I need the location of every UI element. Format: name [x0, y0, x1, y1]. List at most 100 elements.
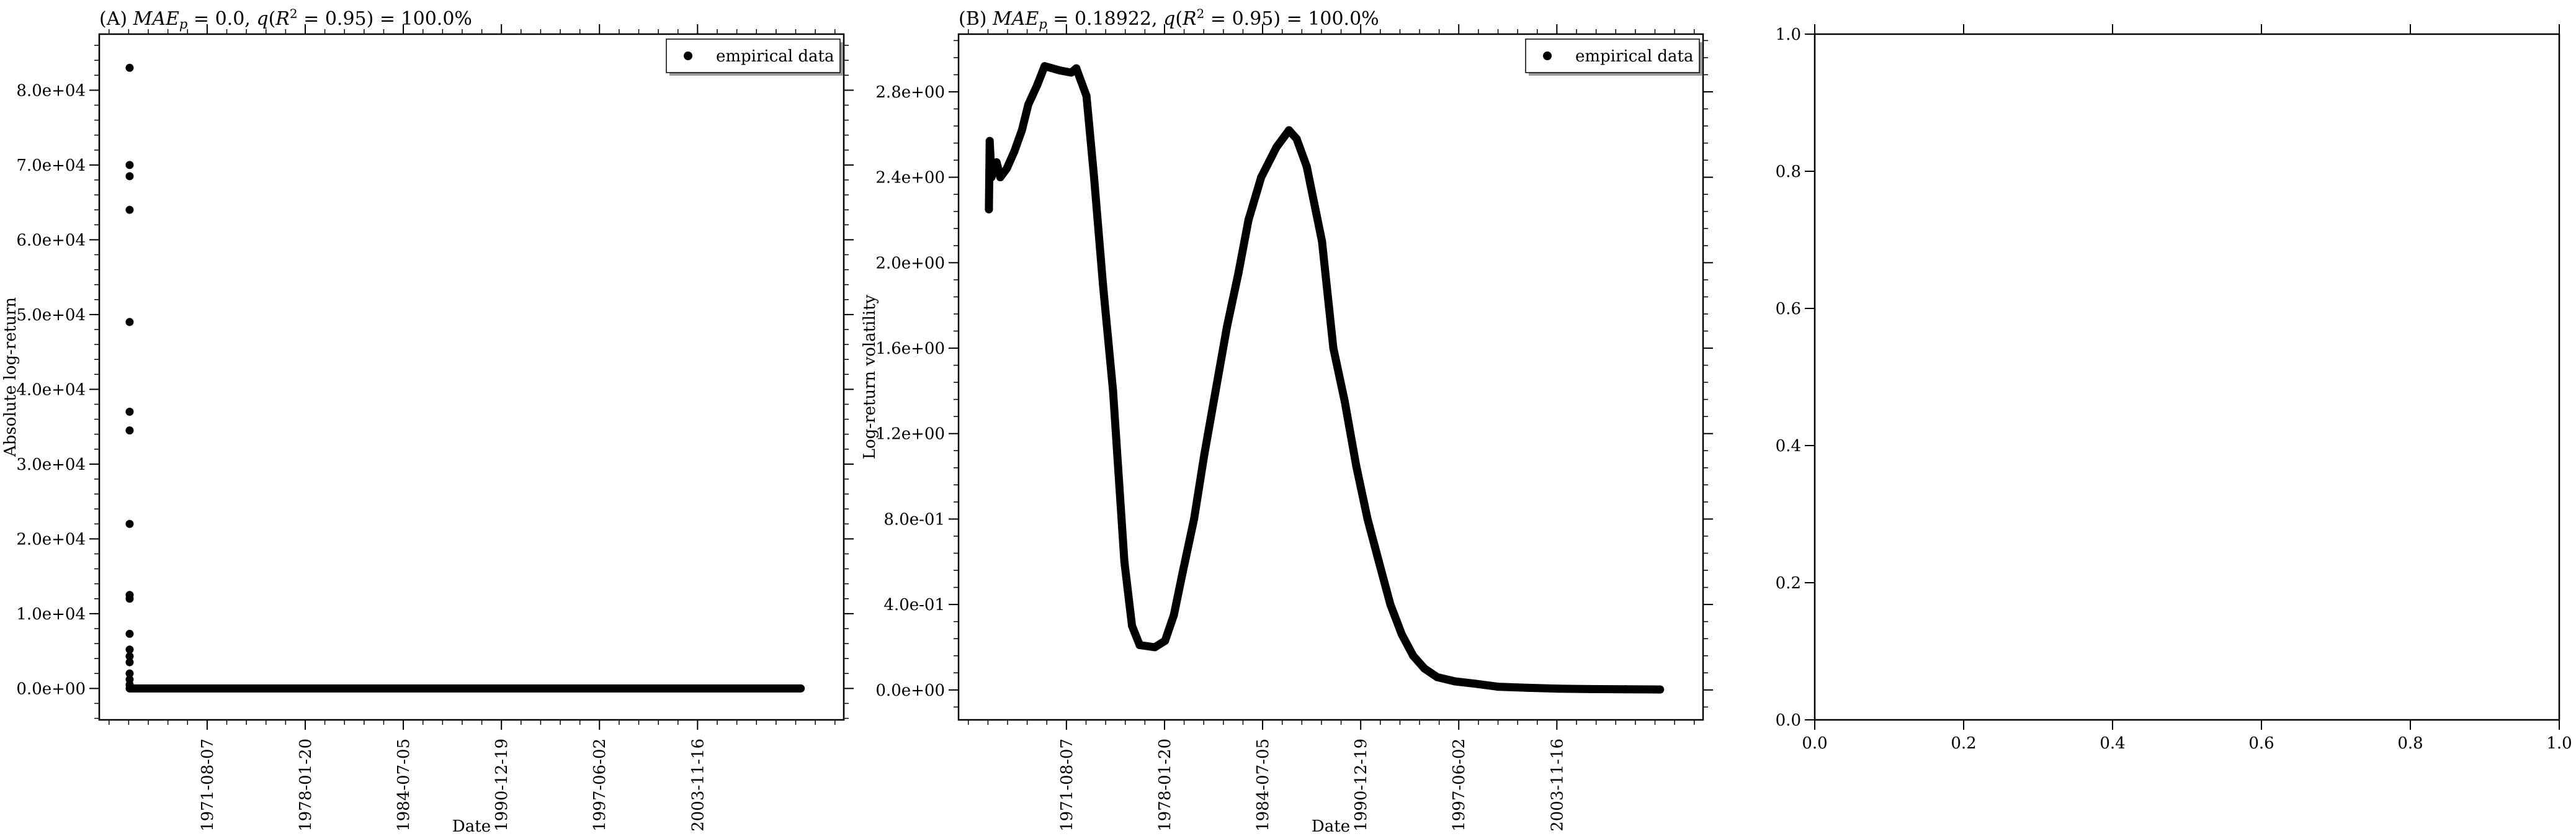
- x-axis-label: Date: [452, 817, 491, 836]
- data-point: [1200, 451, 1209, 459]
- chart-panel: 0.0 0.2 0.4 0.6 0.8 1.0 0.0 0.2 0.4 0.6 0.8 1.0: [1776, 24, 2572, 753]
- y-tick-label: 4.0e-01: [883, 596, 945, 614]
- y-tick-label: 0.0e+00: [16, 680, 86, 698]
- chart-title: (B) MAEp = 0.18922, q(R2 = 0.95) = 100.0…: [959, 6, 1379, 32]
- x-tick-label: 1971-08-07: [199, 738, 217, 832]
- x-tick-label: 0.6: [2248, 734, 2274, 753]
- data-point: [1024, 101, 1032, 109]
- y-axis-label: Absolute log-return: [1, 297, 20, 457]
- data-point: [1135, 641, 1144, 650]
- data-point: [1656, 685, 1665, 694]
- data-point: [125, 63, 134, 72]
- data-point: [1169, 611, 1178, 619]
- data-point: [1115, 483, 1124, 491]
- axes-frame: [98, 33, 845, 721]
- x-tick-label: 1.0: [2546, 734, 2572, 753]
- data-point: [1244, 215, 1253, 224]
- data-point: [992, 158, 1001, 167]
- data-point: [1017, 126, 1026, 135]
- data-point: [1040, 62, 1049, 71]
- y-tick-label: 1.2e+00: [875, 425, 945, 444]
- x-tick-label: 1990-12-19: [493, 738, 511, 832]
- data-point: [996, 173, 1004, 182]
- data-point: [1150, 643, 1159, 652]
- chart-title: (A) MAEp = 0.0, q(R2 = 0.95) = 100.0%: [99, 6, 472, 32]
- y-tick-label: 0.4: [1776, 437, 1801, 455]
- y-axis-label: Log-return volatility: [861, 294, 879, 459]
- legend: empirical data: [666, 38, 843, 76]
- data-point: [1223, 323, 1232, 331]
- x-tick-label: 1984-07-05: [1254, 738, 1272, 832]
- y-tick-label: 0.6: [1776, 300, 1801, 318]
- data-point: [125, 519, 134, 528]
- data-point: [125, 669, 134, 678]
- x-tick-label: 1984-07-05: [395, 738, 413, 832]
- data-point: [1493, 683, 1502, 691]
- data-trail: [985, 62, 1665, 694]
- data-point: [1072, 64, 1081, 73]
- x-tick-label: 0.2: [1951, 734, 1976, 753]
- data-point: [985, 137, 994, 145]
- x-tick-label: 0.0: [1802, 734, 1827, 753]
- data-point: [125, 426, 134, 435]
- y-tick-label: 0.0: [1776, 711, 1801, 730]
- data-point: [1178, 568, 1187, 577]
- y-tick-label: 2.0e+04: [16, 530, 86, 549]
- x-tick-label: 1978-01-20: [297, 738, 315, 832]
- data-point: [1292, 135, 1301, 143]
- data-point: [125, 408, 134, 416]
- x-tick-label: 2003-11-16: [689, 738, 707, 832]
- data-point: [125, 645, 134, 654]
- data-point: [125, 652, 134, 661]
- axes-frame: [957, 33, 1704, 721]
- x-tick-label: 1990-12-19: [1352, 738, 1371, 832]
- y-tick-label: 8.0e-01: [883, 510, 945, 529]
- data-point: [1120, 557, 1129, 566]
- y-tick-label: 1.6e+00: [875, 339, 945, 358]
- data-point: [1302, 162, 1311, 171]
- data-point: [1272, 143, 1281, 151]
- data-point: [1010, 147, 1019, 156]
- x-axis-label: Date: [1312, 817, 1350, 836]
- data-point: [125, 680, 134, 689]
- data-point: [1285, 126, 1294, 135]
- data-point: [125, 161, 134, 169]
- y-tick-label: 0.0e+00: [875, 681, 945, 700]
- legend-box: [666, 38, 841, 73]
- data-point: [1190, 514, 1199, 523]
- axes-frame: [1813, 33, 2560, 721]
- y-tick-label: 3.0e+04: [16, 455, 86, 474]
- data-point: [1375, 557, 1384, 566]
- y-tick-label: 2.0e+00: [875, 254, 945, 272]
- legend-marker: [1543, 52, 1552, 60]
- data-point: [1128, 622, 1137, 630]
- data-point: [1033, 81, 1042, 90]
- data-point: [1340, 397, 1349, 406]
- chart-panel: (B) MAEp = 0.18922, q(R2 = 0.95) = 100.0…: [861, 6, 1713, 836]
- legend-label: empirical data: [716, 47, 834, 66]
- data-series: [985, 62, 1665, 694]
- legend-marker: [684, 52, 692, 60]
- data-point: [1386, 600, 1395, 609]
- data-point: [1363, 514, 1372, 523]
- data-point: [1554, 684, 1563, 693]
- y-tick-label: 0.2: [1776, 574, 1801, 593]
- data-point: [125, 658, 134, 666]
- data-point: [1318, 237, 1326, 246]
- x-tick-label: 1997-06-02: [1450, 738, 1469, 832]
- legend-label: empirical data: [1575, 47, 1693, 66]
- y-tick-label: 1.0: [1776, 25, 1801, 44]
- data-point: [990, 164, 998, 173]
- data-point: [985, 205, 993, 213]
- data-point: [1109, 387, 1117, 395]
- data-point: [1161, 637, 1169, 645]
- data-point: [1470, 679, 1478, 688]
- data-point: [1003, 164, 1011, 173]
- y-tick-label: 6.0e+04: [16, 231, 86, 249]
- data-point: [1055, 66, 1064, 75]
- data-point: [1397, 630, 1406, 639]
- data-point: [1082, 92, 1091, 101]
- y-tick-label: 1.0e+04: [16, 605, 86, 624]
- y-tick-label: 2.4e+00: [875, 169, 945, 187]
- chart-panel: (A) MAEp = 0.0, q(R2 = 0.95) = 100.0% 197…: [1, 6, 854, 836]
